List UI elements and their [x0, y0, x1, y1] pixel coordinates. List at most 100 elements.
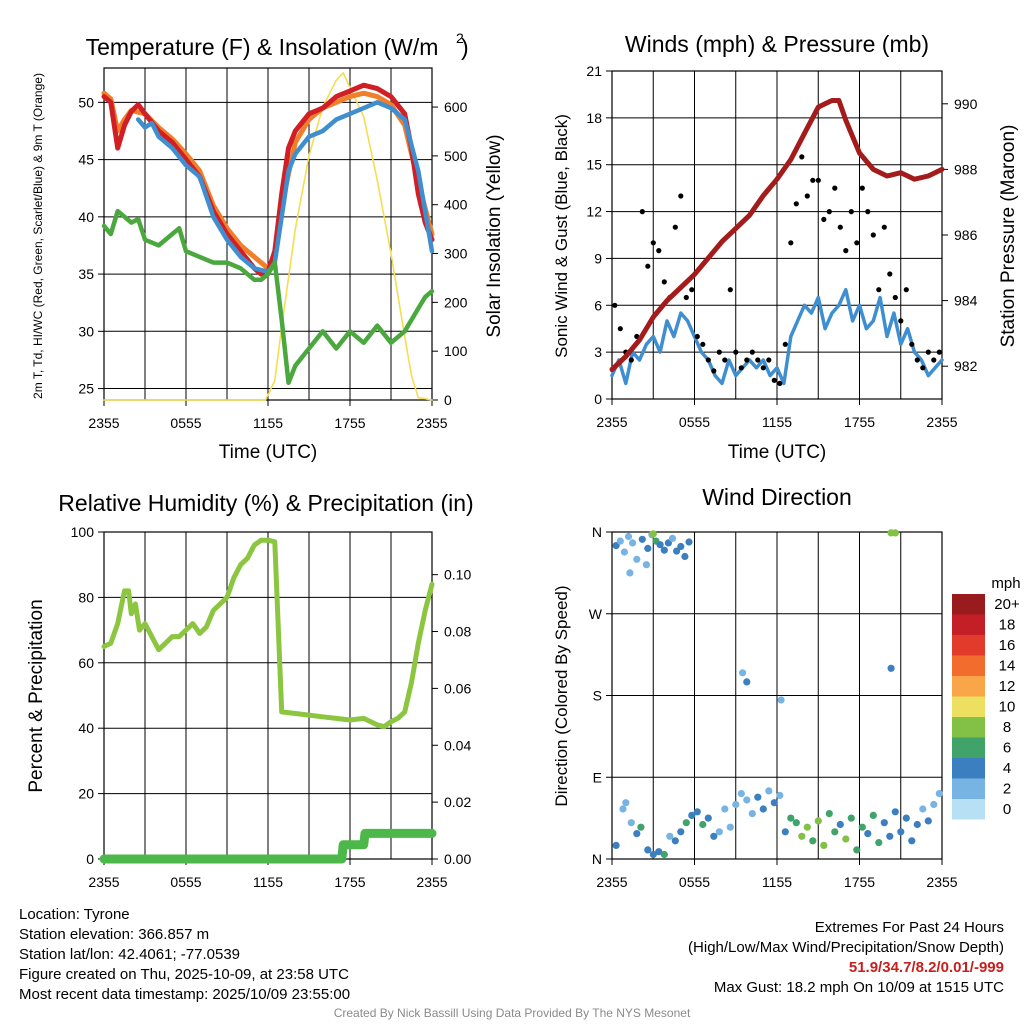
- dir-point: [688, 811, 696, 820]
- dir-point: [777, 696, 785, 704]
- dir-legend-swatch: [952, 696, 985, 717]
- temp-xtick-label: 1755: [334, 415, 365, 431]
- wind-gust-point: [672, 224, 678, 230]
- temp-series-td: [101, 208, 435, 386]
- dir-point: [627, 819, 635, 827]
- dir-legend-label: 14: [999, 658, 1016, 675]
- rh-ytick-label: 100: [71, 524, 95, 540]
- dir-point: [887, 664, 895, 672]
- dir-xtick-label: 0555: [679, 874, 710, 890]
- wind-gust-point: [711, 368, 717, 374]
- wind-gust-point: [766, 357, 772, 363]
- rh-ytick-right-label: 0.08: [444, 624, 471, 640]
- temp-title-superscript: 2: [456, 30, 464, 46]
- wind-gust-point: [903, 287, 909, 293]
- temp-series-hi-wc: [135, 100, 435, 275]
- dir-frame: [611, 531, 943, 860]
- wind-gust-point: [733, 349, 739, 355]
- temp-ytick-label: 30: [78, 323, 94, 339]
- wind-gust-point: [936, 349, 942, 355]
- temp-title-close: ): [461, 34, 469, 60]
- dir-point: [649, 850, 657, 859]
- temp-xtick-label: 2355: [88, 415, 119, 431]
- dir-legend-label: 20+: [994, 596, 1020, 613]
- temp-ytick-right-label: 300: [444, 246, 468, 262]
- wind-gust-point: [755, 357, 761, 363]
- dir-point: [715, 828, 723, 836]
- wind-gust-point: [876, 287, 882, 293]
- dir-ylabel: Direction (Colored By Speed): [552, 585, 571, 806]
- elevation-text: Station elevation: 366.857 m: [19, 926, 210, 943]
- dir-point: [649, 530, 657, 538]
- dir-legend-label: 6: [1003, 740, 1011, 757]
- dir-ytick-label: E: [593, 769, 602, 785]
- rh-ytick-right-label: 0.00: [444, 851, 471, 867]
- rh-xtick-label: 0555: [170, 874, 201, 890]
- dir-point: [913, 820, 921, 829]
- dir-point: [629, 539, 637, 547]
- dir-point: [673, 547, 681, 555]
- dir-point: [765, 787, 773, 795]
- rh-ytick-right-label: 0.10: [444, 567, 471, 583]
- dir-point: [803, 823, 811, 831]
- wind-gust-point: [865, 209, 871, 215]
- rh-xtick-label: 2355: [416, 874, 447, 890]
- wind-ytick-right-label: 986: [954, 227, 978, 243]
- dir-point: [721, 805, 729, 813]
- dir-legend-swatch: [952, 655, 985, 676]
- wind-ytick-right-label: 990: [954, 96, 978, 112]
- wind-gust-point: [683, 294, 689, 301]
- wind-gust-point: [788, 240, 794, 246]
- dir-ytick-label: N: [592, 524, 602, 540]
- wind-gust-point: [771, 377, 777, 383]
- dir-point: [869, 811, 877, 820]
- wind-gust-point: [738, 365, 744, 371]
- extremes-values: 51.9/34.7/8.2/0.01/-999: [848, 959, 1004, 976]
- wind-gust-point: [804, 193, 810, 199]
- wind-gust-point: [799, 154, 805, 160]
- wind-gust-point: [892, 294, 898, 301]
- dir-point: [704, 814, 712, 822]
- dir-legend-swatch: [952, 758, 985, 779]
- dir-point: [924, 817, 932, 825]
- dir-point: [836, 820, 844, 829]
- created-text: Figure created on Thu, 2025-10-09, at 23…: [19, 966, 349, 983]
- dir-legend-label: 8: [1003, 719, 1011, 736]
- dir-point: [814, 817, 822, 825]
- dir-point: [748, 810, 756, 818]
- wind-ylabel: Sonic Wind & Gust (Blue, Black): [552, 114, 571, 358]
- wind-gust-point: [848, 209, 854, 215]
- wind-xtick-label: 0555: [679, 414, 710, 430]
- wind-ytick-label: 21: [586, 63, 602, 79]
- dir-point: [666, 832, 674, 840]
- dir-point: [908, 837, 916, 845]
- dir-point: [681, 552, 689, 561]
- wind-gust-point: [887, 271, 893, 277]
- dir-legend-swatch: [952, 635, 985, 656]
- dir-point: [891, 529, 899, 537]
- location-text: Location: Tyrone: [19, 906, 130, 923]
- dir-legend-label: 12: [999, 678, 1016, 695]
- wind-frame: [611, 70, 943, 400]
- dir-ytick-label: W: [589, 606, 603, 622]
- wind-gust-point: [832, 185, 838, 191]
- wind-gust-point: [854, 240, 860, 246]
- rh-series-precip: [99, 828, 437, 864]
- dir-legend-swatch: [952, 594, 985, 615]
- dir-point: [644, 544, 652, 553]
- dir-point: [642, 561, 651, 569]
- temp-ylabel: 2m T, Td, HI/WC (Red, Green, Scarlet/Blu…: [31, 73, 45, 399]
- dir-point: [655, 848, 663, 856]
- temp-xlabel: Time (UTC): [219, 442, 318, 463]
- wind-gust-point: [645, 263, 651, 269]
- rh-ytick-label: 60: [78, 655, 94, 671]
- dir-legend-swatch: [952, 717, 985, 738]
- dir-legend-swatch: [952, 676, 985, 697]
- temp-chart-title: Temperature (F) & Insolation (W/m: [86, 34, 439, 60]
- dir-point: [743, 678, 751, 686]
- wind-gust-point: [898, 318, 904, 324]
- temp-ytick-right-label: 200: [444, 294, 468, 310]
- wind-gust-point: [821, 216, 827, 222]
- dir-point: [902, 814, 910, 822]
- dir-legend-title: mph: [991, 575, 1020, 592]
